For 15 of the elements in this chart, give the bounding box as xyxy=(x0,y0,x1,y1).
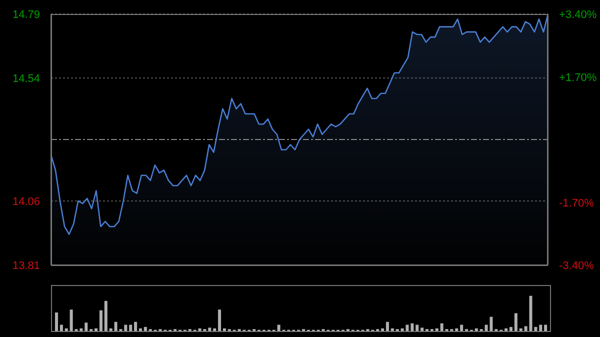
y-tick-label: 14.54 xyxy=(12,73,40,86)
bar xyxy=(55,312,58,332)
bar xyxy=(514,313,518,332)
bar xyxy=(218,310,222,332)
bar xyxy=(84,322,88,332)
y2-tick-label: -3.40% xyxy=(559,260,594,272)
bar xyxy=(99,310,102,332)
y-tick-label: 14.79 xyxy=(12,9,40,21)
y2-tick-label: +3.40% xyxy=(559,9,597,21)
y-tick-label: 14.06 xyxy=(12,196,40,208)
y2-tick-label: -1.70% xyxy=(559,197,594,210)
bar xyxy=(104,300,108,332)
y2-tick-label: +1.70% xyxy=(559,72,597,84)
y-tick-label: 13.81 xyxy=(12,260,40,272)
bar xyxy=(70,310,73,332)
